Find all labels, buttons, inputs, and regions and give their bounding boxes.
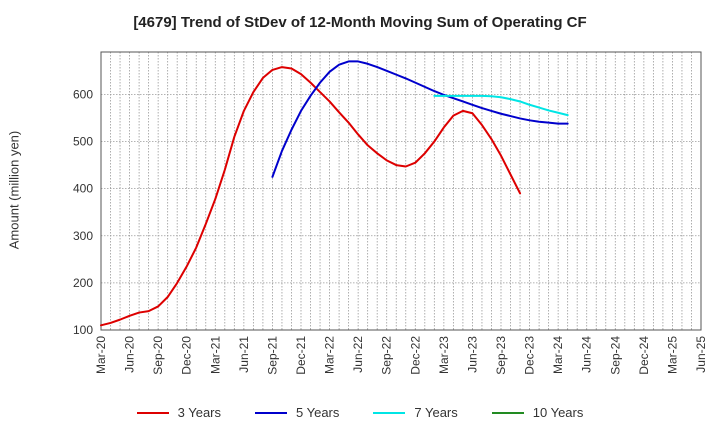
x-tick-label: Jun-23 [465,336,479,373]
x-tick-label: Jun-21 [237,336,251,373]
x-tick-label: Sep-24 [608,336,622,375]
y-tick-label: 600 [73,87,93,101]
series-line-3-years [100,66,522,327]
plot-area [101,52,701,330]
x-tick-label: Mar-24 [551,336,565,374]
series-line-5-years [271,60,569,178]
chart-title: [4679] Trend of StDev of 12-Month Moving… [133,14,587,31]
legend-swatch [373,411,406,414]
x-tick-label: Dec-24 [637,336,651,375]
legend-label: 10 Years [532,405,584,420]
x-tick-label: Sep-21 [265,336,279,375]
x-tick-label: Mar-21 [208,336,222,374]
x-tick-label: Mar-20 [94,336,108,374]
x-tick-label: Jun-22 [351,336,365,373]
x-tick-label: Dec-22 [408,336,422,375]
legend-swatch [136,411,169,414]
plot-frame [100,51,702,331]
legend-item: 3 Years [136,405,221,420]
y-tick-label: 300 [73,229,93,243]
x-tick-label: Sep-23 [494,336,508,375]
x-tick-label: Sep-22 [380,336,394,375]
y-tick-label: 500 [73,135,93,149]
legend: 3 Years 5 Years 7 Years 10 Years [0,405,720,420]
x-tick-label: Jun-25 [694,336,708,373]
x-tick-label: Mar-22 [323,336,337,374]
legend-label: 3 Years [177,405,221,420]
legend-swatch [491,411,524,414]
legend-label: 7 Years [414,405,458,420]
x-tick-label: Mar-23 [437,336,451,374]
legend-item: 7 Years [373,405,458,420]
legend-item: 5 Years [255,405,339,420]
series-line-7-years [433,94,569,117]
x-tick-label: Dec-21 [294,336,308,375]
legend-swatch [255,411,287,414]
x-tick-label: Mar-25 [665,336,679,374]
legend-item: 10 Years [491,405,584,420]
x-tick-label: Jun-20 [123,336,137,373]
x-tick-label: Sep-20 [151,336,165,375]
y-tick-label: 100 [73,323,93,337]
x-tick-label: Jun-24 [580,336,594,373]
x-tick-label: Dec-23 [523,336,537,375]
y-tick-label: 400 [73,182,93,196]
y-tick-label: 200 [73,276,93,290]
x-tick-label: Dec-20 [180,336,194,375]
legend-label: 5 Years [296,405,340,420]
